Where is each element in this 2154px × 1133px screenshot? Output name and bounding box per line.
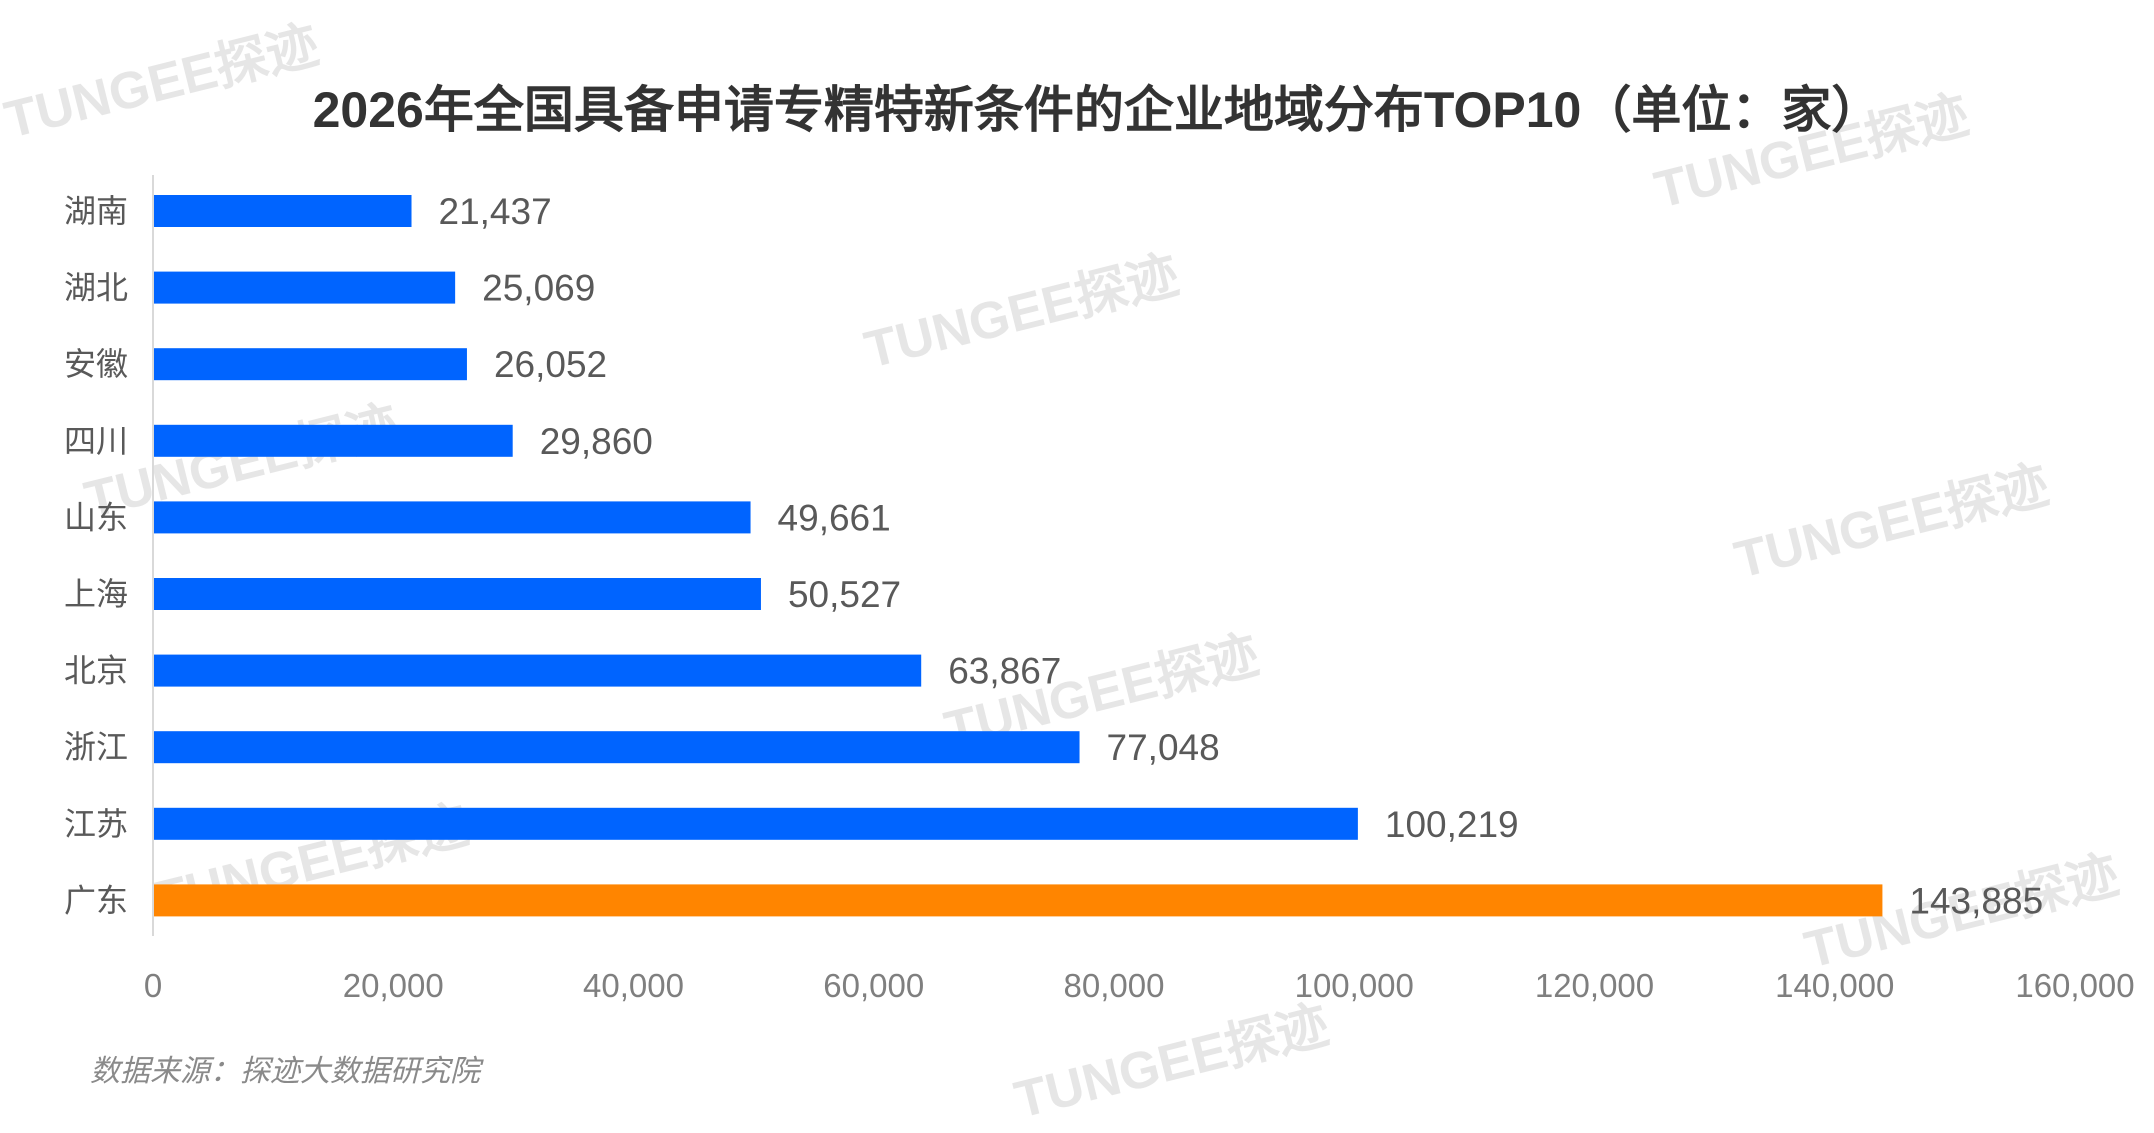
x-tick-label: 80,000 bbox=[1064, 967, 1165, 1004]
bar bbox=[154, 271, 456, 304]
data-label: 63,867 bbox=[948, 651, 1061, 692]
source-note: 数据来源：探迹大数据研究院 bbox=[90, 1055, 480, 1088]
data-label: 50,527 bbox=[788, 574, 901, 615]
category-label: 江苏 bbox=[64, 805, 128, 843]
bar bbox=[154, 424, 513, 457]
data-label: 49,661 bbox=[778, 497, 891, 538]
category-label: 广东 bbox=[64, 881, 128, 919]
bar bbox=[154, 884, 1883, 917]
data-label: 25,069 bbox=[482, 268, 595, 309]
x-tick-label: 160,000 bbox=[2015, 967, 2134, 1004]
x-tick-label: 0 bbox=[144, 967, 162, 1004]
category-label: 湖南 bbox=[64, 192, 128, 230]
bar bbox=[154, 348, 467, 381]
bar bbox=[154, 501, 751, 534]
category-label: 浙江 bbox=[64, 728, 128, 766]
bar bbox=[154, 654, 922, 687]
data-label: 143,885 bbox=[1909, 880, 2043, 921]
bar bbox=[154, 731, 1080, 764]
category-label: 湖北 bbox=[64, 269, 128, 307]
category-label: 北京 bbox=[64, 652, 128, 690]
bar bbox=[154, 195, 412, 227]
data-label: 21,437 bbox=[439, 191, 552, 232]
category-label: 山东 bbox=[64, 498, 128, 536]
data-label: 77,048 bbox=[1107, 727, 1220, 768]
chart-title: 2026年全国具备申请专精特新条件的企业地域分布TOP10（单位：家） bbox=[312, 82, 1882, 138]
category-label: 安徽 bbox=[64, 345, 128, 383]
bar bbox=[154, 578, 761, 610]
x-tick-label: 120,000 bbox=[1535, 967, 1654, 1004]
category-label: 四川 bbox=[64, 422, 128, 460]
x-tick-label: 20,000 bbox=[343, 967, 444, 1004]
data-label: 100,219 bbox=[1385, 804, 1519, 845]
data-label: 26,052 bbox=[494, 344, 607, 385]
bar bbox=[154, 807, 1358, 840]
x-tick-label: 40,000 bbox=[583, 967, 684, 1004]
x-tick-label: 100,000 bbox=[1295, 967, 1414, 1004]
x-tick-label: 60,000 bbox=[823, 967, 924, 1004]
x-tick-label: 140,000 bbox=[1775, 967, 1894, 1004]
data-label: 29,860 bbox=[540, 421, 653, 462]
category-label: 上海 bbox=[64, 575, 128, 613]
